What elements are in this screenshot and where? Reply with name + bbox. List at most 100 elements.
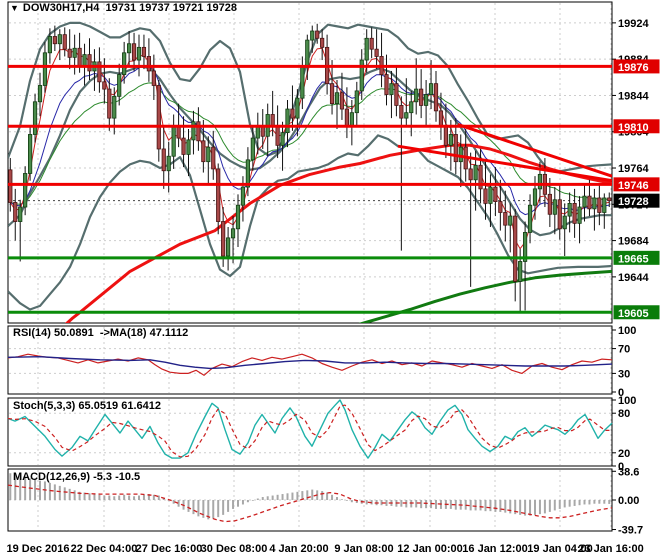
candle-body bbox=[42, 52, 48, 86]
candle-body bbox=[349, 112, 354, 126]
candle-body bbox=[211, 146, 216, 170]
time-axis-label: 19 Jan 04:00 bbox=[527, 543, 592, 555]
candle-body bbox=[97, 61, 102, 83]
chart-title: ▼ DOW30H17,H4 19731 19737 19721 19728 bbox=[10, 2, 237, 14]
candle-body bbox=[488, 186, 493, 204]
ema-blue-line bbox=[10, 65, 610, 216]
stoch-panel-frame bbox=[7, 397, 613, 467]
candle-body bbox=[597, 197, 602, 213]
candle-body bbox=[404, 112, 409, 119]
time-axis-label: 23 Jan 16:00 bbox=[578, 543, 643, 555]
time-axis-label: 22 Dec 04:00 bbox=[71, 543, 138, 555]
macd-tick-label: -39.7 bbox=[618, 525, 643, 537]
time-axis-label: 27 Dec 16:00 bbox=[136, 543, 203, 555]
time-axis-label: 30 Dec 08:00 bbox=[201, 543, 268, 555]
candle-body bbox=[191, 121, 196, 141]
candle-body bbox=[329, 83, 335, 105]
price-badge-label: 19605 bbox=[618, 308, 649, 320]
candle-body bbox=[508, 215, 513, 226]
candle-body bbox=[235, 204, 241, 230]
candle-body bbox=[523, 232, 528, 262]
price-badge-label: 19876 bbox=[618, 62, 649, 74]
candle-body bbox=[453, 134, 458, 163]
candle-body bbox=[419, 88, 424, 106]
candle-body bbox=[320, 37, 325, 48]
price-badge-label: 19665 bbox=[618, 253, 649, 265]
collapse-arrow-icon[interactable]: ▼ bbox=[10, 3, 19, 13]
candle-body bbox=[181, 137, 186, 155]
candle-body bbox=[587, 195, 592, 210]
trendline-lower bbox=[397, 144, 612, 183]
candle-body bbox=[146, 56, 151, 72]
candle-body bbox=[423, 94, 429, 106]
candle-body bbox=[310, 30, 315, 41]
candle-body bbox=[201, 140, 206, 163]
candle-body bbox=[493, 186, 498, 202]
price-badge-label: 19728 bbox=[618, 196, 649, 208]
candle-body bbox=[62, 34, 67, 50]
candle-body bbox=[107, 88, 112, 119]
candle-body bbox=[532, 188, 538, 206]
candle-body bbox=[270, 114, 275, 126]
candle-body bbox=[221, 221, 226, 257]
price-tick-label: 19924 bbox=[618, 18, 649, 30]
candle-body bbox=[225, 237, 231, 257]
candle-body bbox=[374, 48, 379, 57]
price-badge bbox=[613, 177, 660, 192]
candle-body bbox=[547, 193, 552, 215]
candle-body bbox=[433, 83, 439, 112]
candle-body bbox=[136, 46, 142, 61]
price-badge bbox=[613, 305, 660, 320]
candle-body bbox=[592, 197, 597, 210]
candle-body bbox=[389, 83, 394, 95]
candle-body bbox=[399, 105, 404, 119]
candle-body bbox=[344, 108, 350, 126]
candle-body bbox=[607, 197, 612, 202]
candle-body bbox=[47, 36, 53, 54]
stoch-k-line bbox=[7, 399, 613, 459]
candle-body bbox=[537, 173, 543, 190]
candle-body bbox=[478, 164, 483, 190]
candle-body bbox=[428, 83, 434, 95]
price-badge bbox=[613, 59, 660, 74]
candle-body bbox=[186, 139, 191, 155]
candle-body bbox=[161, 148, 166, 172]
candle-body bbox=[503, 212, 508, 226]
candle-body bbox=[230, 228, 236, 239]
candle-body bbox=[602, 197, 607, 213]
candle-body bbox=[364, 37, 369, 61]
candle-body bbox=[112, 95, 117, 119]
time-axis-label: 9 Jan 08:00 bbox=[334, 543, 393, 555]
candle-body bbox=[87, 54, 92, 72]
main-plot-group bbox=[8, 21, 612, 323]
candle-body bbox=[443, 124, 449, 146]
macd-indicator-label: MACD(12,26,9) -5.3 -10.5 bbox=[13, 471, 141, 483]
candle-body bbox=[131, 43, 137, 61]
price-tick-label: 19684 bbox=[618, 236, 649, 248]
candle-body bbox=[216, 168, 221, 222]
macd-signal-line bbox=[7, 484, 613, 523]
macd-tick-label: 0.00 bbox=[618, 495, 639, 507]
candle-body bbox=[13, 202, 18, 222]
bollinger-lower-band bbox=[8, 134, 612, 311]
candle-body bbox=[414, 88, 419, 103]
candle-body bbox=[300, 66, 305, 99]
candle-body bbox=[518, 261, 523, 282]
stoch-indicator-label: Stoch(5,3,3) 65.0519 61.6412 bbox=[13, 400, 161, 412]
rsi-indicator-label: RSI(14) 50.0891 ->MA(18) 47.1112 bbox=[13, 327, 189, 339]
time-axis-label: 16 Jan 12:00 bbox=[462, 543, 527, 555]
candle-body bbox=[57, 34, 62, 45]
stoch-tick-label: 20 bbox=[618, 448, 630, 460]
candle-body bbox=[285, 108, 290, 134]
time-axis-label: 12 Jan 00:00 bbox=[397, 543, 462, 555]
candle-body bbox=[52, 36, 57, 45]
candle-body bbox=[166, 155, 171, 172]
candle-body bbox=[275, 124, 280, 146]
candle-body bbox=[498, 201, 503, 213]
rsi-tick-label: 100 bbox=[618, 325, 636, 337]
time-axis-label: 19 Dec 2016 bbox=[7, 543, 70, 555]
candle-body bbox=[82, 54, 87, 66]
candle-body bbox=[141, 46, 147, 57]
ma-slow-green-line bbox=[358, 269, 612, 323]
